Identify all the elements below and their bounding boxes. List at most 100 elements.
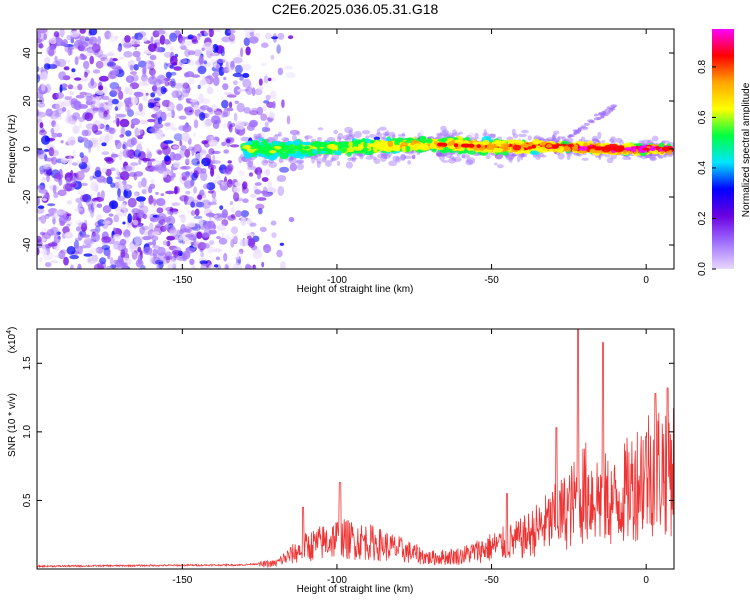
spectrogram-noise-blob — [169, 64, 174, 69]
spectrogram-noise-blob — [50, 226, 59, 236]
spectrogram-noise-blob — [56, 108, 65, 114]
spectrogram-noise-blob — [119, 118, 130, 128]
spectrogram-haze-blob — [288, 155, 294, 162]
spectrogram-noise-blob — [129, 243, 136, 253]
spectrogram-haze-blob — [465, 159, 474, 166]
spectrogram-haze-blob — [407, 160, 412, 165]
spectrogram-haze-blob — [247, 165, 257, 171]
spectrogram-noise-blob — [136, 56, 141, 62]
spectrogram-noise-blob — [203, 41, 214, 51]
spectrogram-noise-blob — [277, 67, 284, 76]
spectrogram-noise-blob — [109, 70, 119, 76]
spectrogram-noise-blob — [212, 154, 216, 165]
spectrogram-noise-blob — [176, 103, 184, 111]
spectrogram-haze-blob — [281, 137, 289, 142]
snr-x-tick-label: -50 — [484, 575, 499, 586]
spectrogram-noise-blob — [176, 237, 181, 242]
spectrogram-track-blob — [493, 147, 503, 153]
spectrogram-noise-blob — [191, 35, 198, 43]
spectrogram-haze-blob — [344, 126, 353, 134]
spectrogram-noise-blob — [131, 43, 140, 47]
spectrogram-noise-blob — [265, 168, 271, 176]
spectrogram-noise-blob — [192, 241, 200, 247]
spectrogram-noise-blob — [78, 116, 85, 123]
spectrogram-noise-blob — [223, 252, 228, 262]
spectrogram-noise-blob — [211, 189, 217, 199]
spectrogram-haze-blob — [274, 133, 281, 137]
spectrogram-noise-blob — [201, 140, 209, 145]
spectrogram-haze-blob — [491, 133, 497, 137]
spectrogram-noise-blob — [165, 190, 175, 195]
spectrogram-haze-blob — [296, 159, 305, 164]
spectrogram-track-blob — [303, 146, 309, 150]
spectrogram-noise-blob — [199, 260, 208, 265]
spectrogram-noise-blob — [41, 135, 51, 145]
spectrogram-track-blob — [421, 143, 429, 151]
snr-y-tick-label: 0.5 — [22, 493, 33, 507]
spectrogram-noise-blob — [48, 117, 58, 126]
spectrogram-noise-blob — [113, 259, 119, 264]
spectrogram-noise-blob — [199, 79, 205, 86]
spectrogram-noise-blob — [70, 69, 77, 80]
spectrogram-noise-blob — [157, 215, 166, 225]
spectrogram-haze-blob — [385, 130, 390, 136]
spectrogram-noise-blob — [224, 263, 229, 269]
spectrogram-noise-blob — [260, 113, 268, 121]
spectrogram-noise-blob — [78, 122, 82, 129]
spectrogram-y-tick-label: -40 — [22, 237, 33, 252]
spectrogram-noise-blob — [279, 242, 285, 246]
spectrogram-noise-blob — [146, 63, 152, 68]
spectrogram-haze-blob — [592, 138, 597, 143]
spectrogram-track-blob — [373, 146, 379, 152]
spectrogram-noise-blob — [155, 102, 163, 107]
spectrogram-haze-blob — [468, 132, 475, 140]
spectrogram-noise-blob — [81, 182, 88, 187]
snr-x-tick-label: -100 — [327, 575, 347, 586]
spectrogram-noise-blob — [51, 120, 56, 128]
spectrogram-noise-blob — [216, 59, 226, 63]
spectrogram-haze-blob — [381, 152, 388, 159]
spectrogram-noise-blob — [237, 53, 241, 59]
spectrogram-noise-blob — [173, 251, 179, 260]
spectrogram-noise-blob — [69, 90, 74, 96]
spectrogram-haze-blob — [296, 130, 300, 136]
spectrogram-y-label: Frequency (Hz) — [7, 115, 18, 184]
spectrogram-noise-blob — [156, 207, 164, 214]
spectrogram-noise-blob — [39, 231, 46, 236]
spectrogram-track-blob — [405, 145, 411, 153]
spectrogram-noise-blob — [99, 135, 106, 143]
spectrogram-noise-blob — [59, 84, 63, 93]
spectrogram-noise-blob — [193, 119, 199, 129]
spectrogram-noise-blob — [152, 248, 158, 259]
spectrogram-haze-blob — [466, 157, 476, 165]
spectrogram-haze-blob — [482, 132, 490, 137]
spectrogram-noise-blob — [75, 220, 84, 226]
spectrogram-track-blob — [509, 139, 515, 145]
spectrogram-haze-blob — [474, 132, 479, 140]
spectrogram-noise-blob — [228, 33, 235, 42]
spectrogram-noise-blob — [181, 85, 191, 94]
spectrogram-noise-blob — [96, 203, 103, 208]
spectrogram-haze-blob — [452, 132, 461, 136]
spectrogram-noise-blob — [136, 88, 147, 93]
spectrogram-noise-blob — [117, 45, 122, 52]
spectrogram-noise-blob — [113, 227, 117, 232]
spectrogram-noise-blob — [80, 234, 90, 238]
spectrogram-noise-blob — [74, 207, 83, 212]
spectrogram-noise-blob — [44, 262, 52, 268]
spectrogram-noise-blob — [114, 106, 119, 112]
spectrogram-noise-blob — [159, 34, 166, 45]
spectrogram-track-blob — [500, 143, 510, 147]
spectrogram-noise-blob — [87, 257, 92, 263]
spectrogram-noise-blob — [205, 212, 215, 217]
spectrogram-noise-blob — [172, 263, 177, 269]
spectrogram-noise-blob — [83, 253, 93, 257]
spectrogram-noise-blob — [48, 48, 55, 57]
spectrogram-noise-blob — [37, 185, 44, 189]
spectrogram-side-blob — [582, 126, 589, 130]
spectrogram-noise-blob — [66, 213, 72, 217]
spectrogram-noise-blob — [62, 39, 68, 47]
spectrogram-noise-blob — [70, 182, 77, 188]
spectrogram-noise-blob — [43, 251, 54, 261]
spectrogram-noise-blob — [66, 200, 73, 205]
